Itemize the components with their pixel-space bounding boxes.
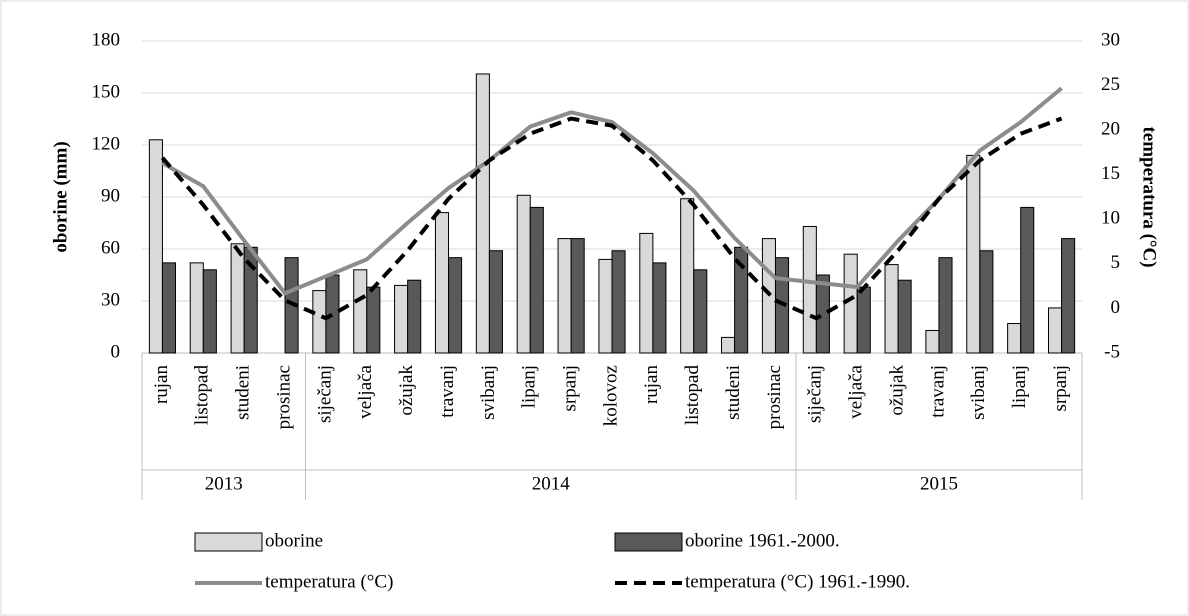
bar (802, 225, 817, 354)
bar (680, 198, 695, 354)
x-tick-label: studeni (233, 365, 254, 420)
x-tick-label: siječanj (314, 365, 335, 423)
x-tick-label: lipanj (519, 365, 540, 408)
x-tick-label: rujan (151, 365, 172, 405)
legend-label: oborine 1961.-2000. (685, 530, 840, 551)
x-tick-label: srpanj (559, 365, 580, 411)
y2-tick-label: 25 (1101, 74, 1120, 95)
legend-swatch (614, 532, 683, 552)
y2-tick-label: 15 (1101, 163, 1120, 184)
group-label: 2015 (920, 473, 958, 494)
x-tick-label: svibanj (478, 365, 499, 420)
x-tick-label: ožujak (886, 365, 907, 416)
legend-label: temperatura (°C) 1961.-1990. (685, 571, 910, 592)
x-tick-label: rujan (641, 365, 662, 405)
bar (394, 284, 409, 354)
bar (161, 262, 177, 354)
x-tick-label: srpanj (1050, 365, 1071, 411)
bar (1020, 206, 1035, 354)
bar (366, 286, 381, 354)
bar (693, 269, 708, 354)
y2-tick-label: 10 (1101, 208, 1120, 229)
line (161, 86, 1063, 296)
bar (966, 154, 981, 354)
x-tick-label: travanj (437, 365, 458, 418)
bar (325, 274, 340, 354)
x-tick-label: listopad (192, 365, 213, 426)
bar (488, 250, 503, 354)
bar (734, 246, 749, 354)
x-tick-label: ožujak (396, 365, 417, 416)
y-tick-label: 180 (92, 29, 121, 50)
bar (1061, 238, 1076, 354)
x-tick-label: studeni (723, 365, 744, 420)
bar (721, 336, 736, 354)
y2-tick-label: 20 (1101, 119, 1120, 140)
bar (815, 274, 830, 354)
y-tick-label: 150 (92, 81, 121, 102)
y2-axis-label: temperatura (°C) (1139, 126, 1160, 267)
x-tick-label: listopad (682, 365, 703, 426)
bar (516, 194, 531, 354)
bar (652, 262, 667, 354)
bar (925, 329, 940, 354)
x-tick-label: veljača (355, 364, 376, 418)
bar (570, 238, 585, 354)
bar (353, 269, 368, 354)
x-tick-label: travanj (927, 365, 948, 418)
bar (312, 290, 327, 354)
x-tick-label: veljača (846, 364, 867, 418)
y2-tick-label: 5 (1111, 252, 1121, 273)
bar (884, 264, 899, 354)
bar (1007, 323, 1022, 354)
y-tick-label: 0 (111, 341, 121, 362)
bar (938, 257, 953, 354)
legend-swatch (194, 532, 263, 552)
bar (189, 262, 204, 354)
bar (979, 250, 994, 354)
bar (475, 73, 490, 354)
bar (148, 139, 163, 354)
bar (202, 269, 217, 354)
group-label: 2013 (205, 473, 243, 494)
bar (1047, 307, 1063, 354)
bar (529, 206, 544, 354)
bar (598, 258, 613, 354)
x-tick-label: prosinac (764, 365, 785, 429)
x-tick-label: svibanj (968, 365, 989, 420)
y-tick-label: 90 (101, 185, 120, 206)
y2-tick-label: -5 (1104, 341, 1120, 362)
y-tick-label: 60 (101, 237, 120, 258)
y-tick-label: 120 (92, 133, 121, 154)
x-tick-label: siječanj (805, 365, 826, 423)
bar (856, 286, 871, 354)
y2-tick-label: 0 (1111, 297, 1121, 318)
bar (611, 250, 626, 354)
bar (434, 212, 450, 354)
legend-label: oborine (265, 530, 323, 551)
bar (448, 257, 463, 354)
y-axis-label: oborine (mm) (50, 141, 71, 252)
y-tick-label: 30 (101, 289, 120, 310)
x-tick-label: prosinac (273, 365, 294, 429)
x-tick-label: lipanj (1009, 365, 1030, 408)
x-tick-label: kolovoz (600, 365, 621, 426)
y2-tick-label: 30 (1101, 29, 1120, 50)
bar (897, 279, 912, 354)
bar (557, 238, 572, 354)
line (160, 116, 1063, 321)
bar (230, 243, 245, 354)
bar (407, 279, 422, 354)
group-label: 2014 (532, 473, 571, 494)
bar (639, 232, 654, 354)
legend-label: temperatura (°C) (265, 571, 393, 592)
